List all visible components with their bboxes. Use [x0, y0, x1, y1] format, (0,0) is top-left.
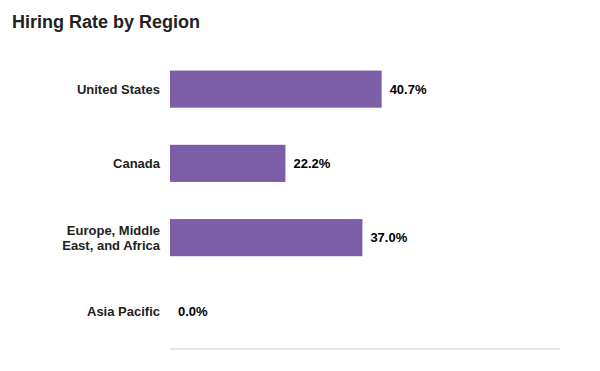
category-label: Asia Pacific: [87, 304, 160, 319]
bar: [170, 145, 285, 182]
category-label: Europe, MiddleEast, and Africa: [62, 223, 161, 253]
title: Hiring Rate by Region: [12, 12, 200, 32]
data-label: 0.0%: [178, 304, 208, 319]
chart: Hiring Rate by Region United States Canada…: [0, 0, 600, 371]
bar: [170, 293, 171, 330]
category-label: United States: [77, 82, 160, 97]
category-label: Canada: [113, 156, 161, 171]
data-label: 22.2%: [293, 156, 330, 171]
data-label: 37.0%: [370, 230, 407, 245]
bar: [170, 71, 382, 108]
background: [0, 0, 600, 371]
bar: [170, 219, 362, 256]
data-label: 40.7%: [390, 82, 427, 97]
x-axis-line: [170, 349, 560, 350]
bars: [170, 71, 382, 257]
chart-container: Hiring Rate by Region United States Canada…: [0, 0, 600, 371]
